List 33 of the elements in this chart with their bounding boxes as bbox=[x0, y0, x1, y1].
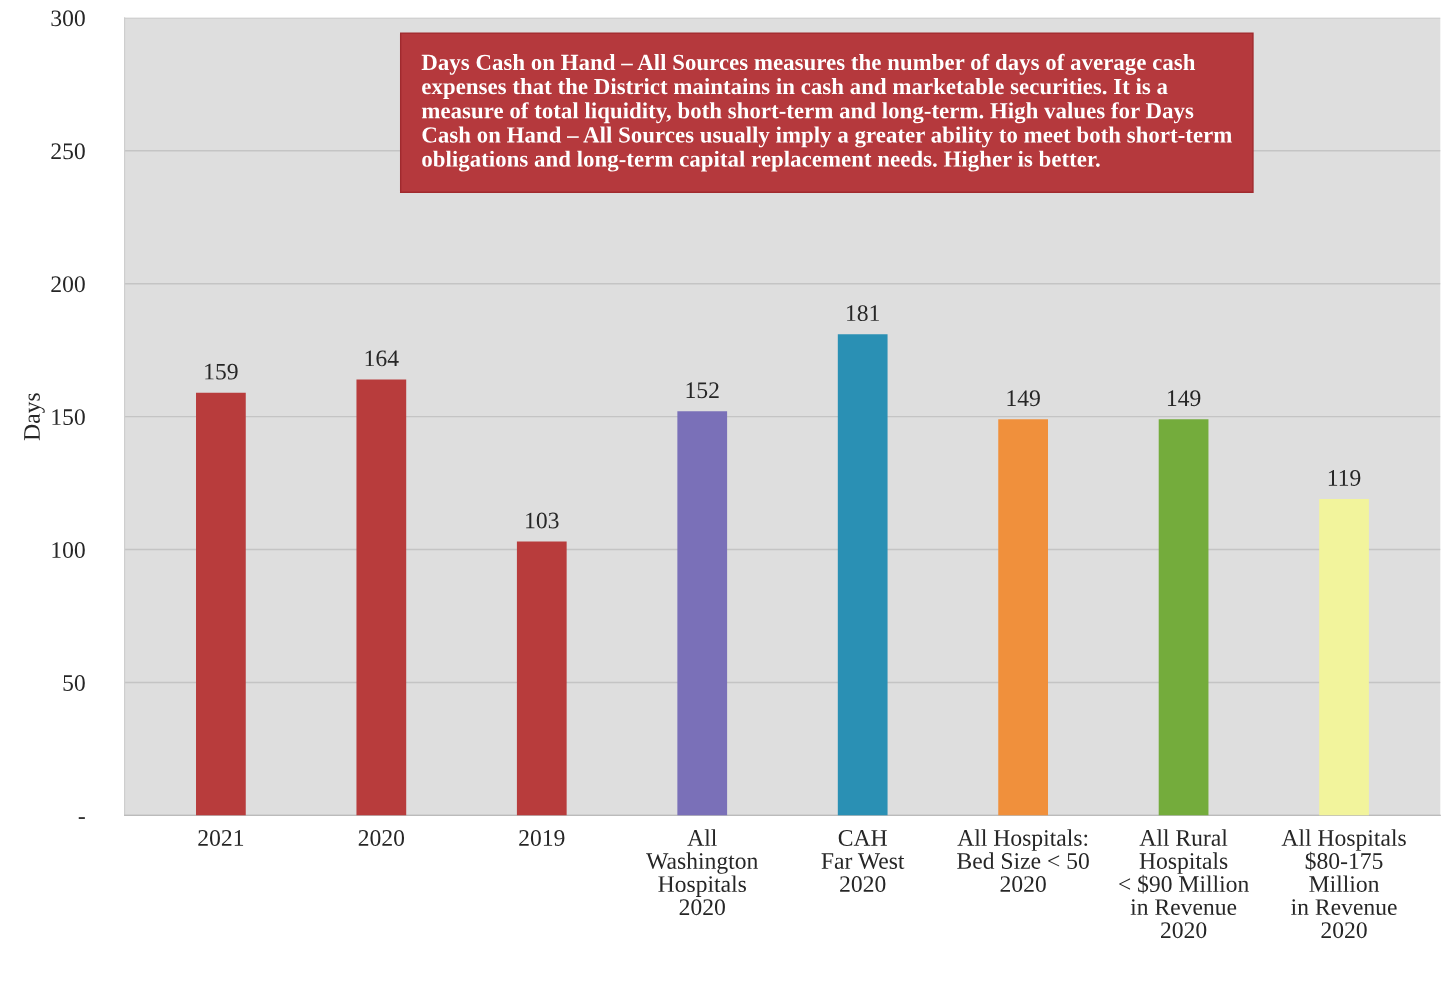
y-tick-label: - bbox=[78, 817, 85, 819]
bar bbox=[1158, 419, 1209, 816]
data-label: 103 bbox=[526, 512, 559, 529]
x-tick-label: 2019 bbox=[519, 830, 565, 846]
data-label: 152 bbox=[686, 382, 719, 399]
data-label: 149 bbox=[1007, 390, 1040, 407]
y-tick-label: 300 bbox=[51, 10, 85, 27]
bar bbox=[516, 541, 567, 816]
bar bbox=[356, 379, 407, 816]
x-tick-label: 2020 bbox=[358, 830, 405, 846]
data-label: 164 bbox=[365, 350, 399, 367]
y-tick-label: 100 bbox=[52, 542, 85, 558]
y-tick-label: 200 bbox=[51, 276, 85, 293]
data-label: 119 bbox=[1328, 470, 1361, 486]
x-tick-label: CAH Far West 2020 bbox=[821, 830, 905, 893]
data-label: 149 bbox=[1167, 390, 1201, 407]
data-label: 159 bbox=[205, 363, 238, 380]
bar bbox=[1319, 499, 1369, 816]
y-tick-label: 250 bbox=[51, 143, 85, 160]
x-tick-label: All Washington Hospitals 2020 bbox=[646, 829, 758, 916]
bar bbox=[998, 419, 1049, 816]
y-tick-label: 50 bbox=[63, 674, 85, 691]
data-label: 181 bbox=[847, 305, 879, 322]
bar bbox=[196, 392, 246, 816]
bar bbox=[677, 411, 728, 816]
x-tick-label: All Hospitals: Bed Size < 50 2020 bbox=[957, 829, 1089, 893]
y-axis-title: Days bbox=[24, 393, 45, 441]
annotation: Days Cash on Hand – All Sources measures the number of days of average cash expenses that the District maintains in cash and marketable securities. It is a measure of total liquidity, both short-term and long-term. High values for Days Cash on Hand – All Sources usually imply a greater ability to meet both short-term obligations and long-term capital replacement needs. Higher is better. bbox=[421, 53, 1232, 172]
x-tick-label: All Rural Hospitals < $90 Million in Revenue 2020 bbox=[1119, 829, 1249, 939]
x-tick-label: 2021 bbox=[198, 830, 244, 846]
bar bbox=[837, 334, 888, 816]
y-tick-label: 150 bbox=[52, 409, 85, 426]
x-tick-label: All Hospitals $80-175 Million in Revenue 2020 bbox=[1281, 829, 1406, 939]
